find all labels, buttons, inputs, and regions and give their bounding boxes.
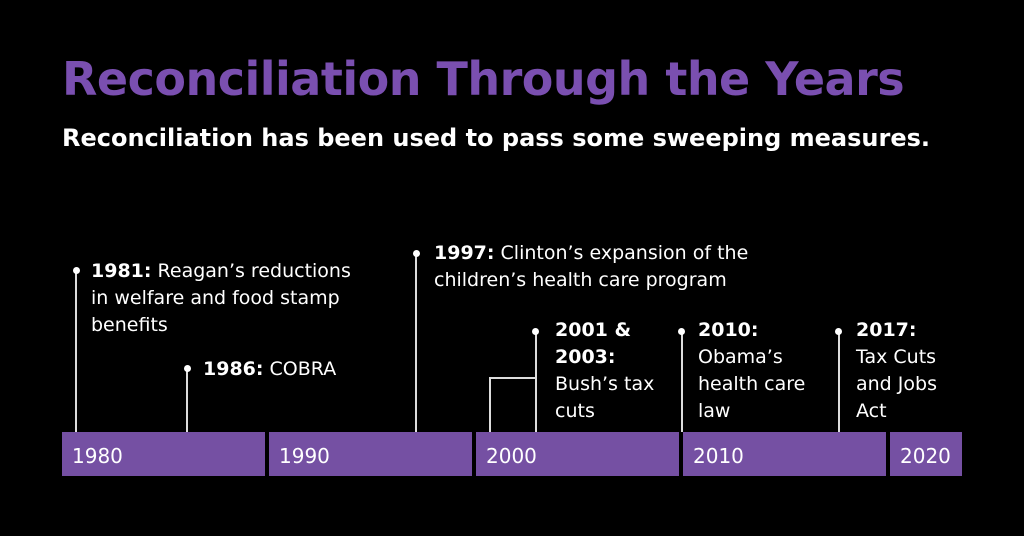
marker-2010 (681, 331, 683, 432)
marker-1997 (415, 253, 417, 432)
dot-2003 (532, 328, 539, 335)
marker-2017 (838, 331, 840, 432)
title: Reconciliation Through the Years (62, 52, 905, 106)
dot-2010 (678, 328, 685, 335)
marker-1986 (186, 368, 188, 432)
decade-2020: 2020 (890, 432, 962, 476)
dot-1986 (184, 365, 191, 372)
event-1997: 1997: Clinton’s expansion of the childre… (434, 242, 749, 291)
event-2001-2003: 2001 & 2003: Bush’s tax cuts (555, 319, 655, 422)
decade-2010: 2010 (683, 432, 886, 476)
event-2010: 2010: Obama’s health care law (698, 319, 806, 422)
marker-2003 (535, 331, 537, 432)
dot-1981 (73, 267, 80, 274)
dot-2017 (835, 328, 842, 335)
event-1986: 1986: COBRA (203, 358, 337, 380)
subtitle: Reconciliation has been used to pass som… (62, 124, 931, 152)
decade-1990: 1990 (269, 432, 472, 476)
marker-2001 (489, 377, 491, 432)
decade-1980: 1980 (62, 432, 265, 476)
event-1981: 1981: Reagan’s reductions in welfare and… (91, 260, 351, 336)
event-2017: 2017: Tax Cuts and Jobs Act (856, 319, 937, 422)
marker-1981 (75, 270, 77, 432)
decade-2000: 2000 (476, 432, 679, 476)
dot-1997 (413, 250, 420, 257)
bracket-2001 (489, 377, 537, 379)
